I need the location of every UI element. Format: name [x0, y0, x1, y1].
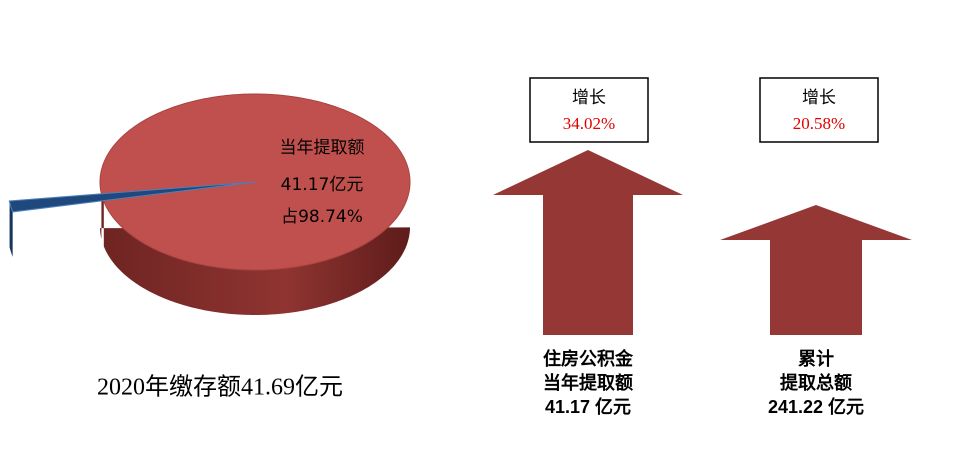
growth-box: [529, 77, 649, 143]
slice-side: [9, 202, 13, 257]
arrow-panel: 增长 34.02% 住房公积金 当年提取额 41.17 亿元: [493, 77, 683, 417]
arrow-label: 住房公积金: [543, 348, 634, 369]
growth-rate: 20.58%: [793, 114, 845, 133]
arrow-label: 241.22 亿元: [768, 396, 864, 417]
arrow-label: 累计: [798, 348, 834, 369]
growth-box: [759, 77, 879, 143]
slice: [8, 181, 256, 213]
pie-chart: [8, 93, 411, 315]
up-arrow: [493, 150, 683, 335]
annotation: 41.17亿元: [281, 175, 364, 195]
slice-label: 当年提取额: [280, 138, 365, 158]
growth-rate: 34.02%: [563, 114, 615, 133]
box-title: 增长: [572, 88, 606, 107]
arrow-label: 提取总额: [780, 372, 852, 393]
arrow-label: 41.17 亿元: [545, 396, 631, 417]
arrow-panel: 增长 20.58% 累计 提取总额 241.22 亿元: [720, 77, 912, 417]
box-title: 增长: [802, 88, 836, 107]
arrow-label: 当年提取额: [543, 372, 633, 393]
chart-title: 2020年缴存额41.69亿元: [97, 374, 343, 401]
up-arrow: [720, 205, 912, 335]
value-label: 占98.74%: [281, 207, 363, 227]
